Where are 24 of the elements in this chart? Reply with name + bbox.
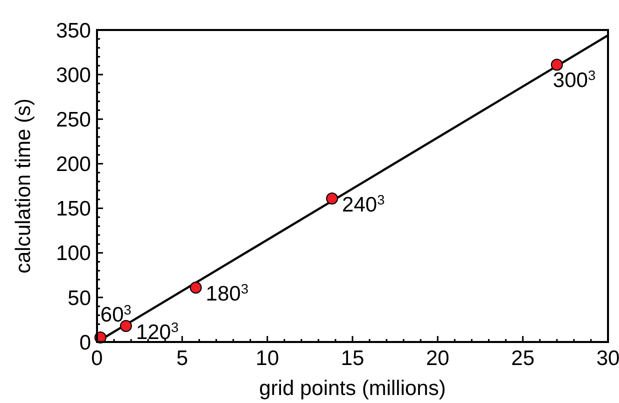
annotation: 60$^{3}$ [100,302,132,327]
point [190,282,202,294]
y-tick-label: 50 [68,286,91,310]
annotation: 180$^{3}$ [206,281,248,306]
y-tick-label: 100 [56,242,91,266]
annotation: 120$^{3}$ [136,319,179,344]
x-axis-title: grid points (millions) [259,377,446,400]
x-tick-label: 30 [596,347,619,370]
annotation: 240$^{3}$ [342,192,385,216]
point [550,58,563,71]
y-tick-label: 0 [79,331,91,354]
x-tick-label: 5 [176,347,188,370]
y-axis-title: calculation time (s) [12,98,35,274]
y-tick-label: 300 [56,64,91,87]
y-tick-label: 150 [56,198,91,221]
y-tick-label: 200 [56,153,91,176]
annotation: 300$^{3}$ [552,67,596,92]
x-tick-label: 20 [426,347,450,370]
y-tick-label: 250 [56,108,91,132]
x-tick-label: 25 [511,347,535,370]
y-tick-label: 350 [56,19,91,42]
point [326,192,338,204]
x-tick-label: 10 [256,347,280,370]
x-tick-label: 15 [340,347,364,370]
